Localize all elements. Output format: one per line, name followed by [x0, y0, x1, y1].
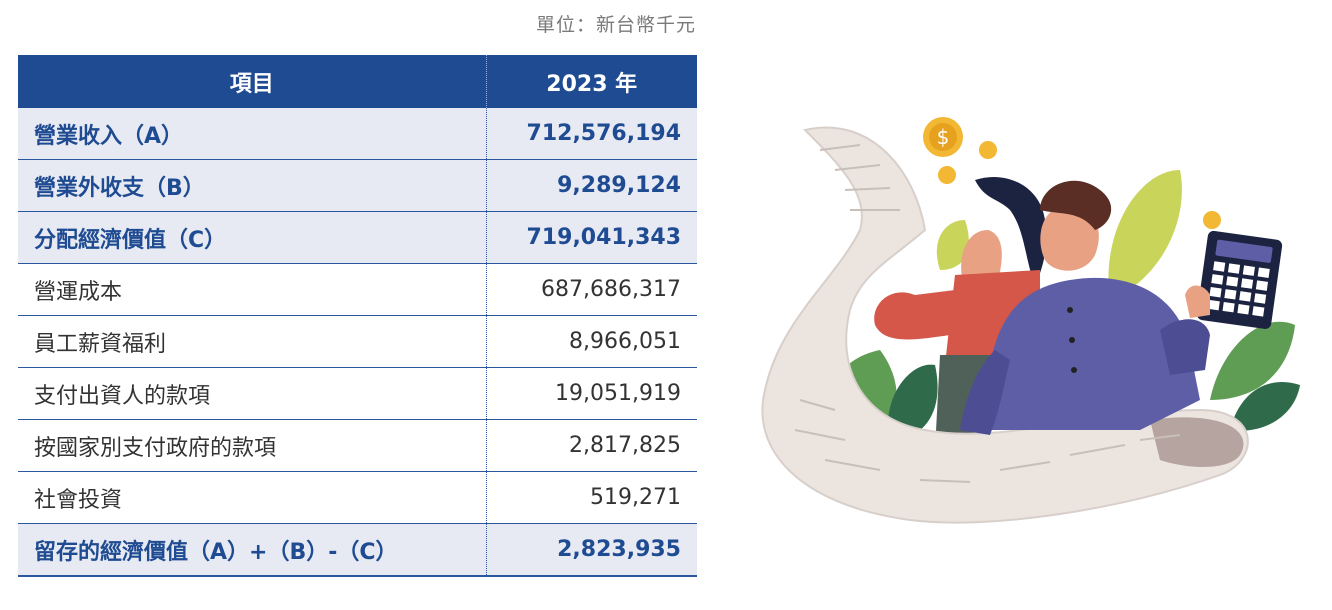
- row-value: 712,576,194: [485, 108, 697, 160]
- leaf-right-green: [1210, 321, 1295, 400]
- row-value: 19,051,919: [485, 367, 697, 420]
- row-value: 719,041,343: [485, 211, 697, 264]
- table-row: 分配經濟價值（C） 719,041,343: [18, 211, 697, 264]
- leaf-left-dark: [888, 364, 938, 440]
- row-item-label: 營運成本: [18, 263, 486, 316]
- row-value: 519,271: [485, 471, 697, 524]
- economic-value-table: 項目 2023 年 營業收入（A） 712,576,194 營業外收支（B） 9…: [18, 55, 697, 577]
- receipt-lines: [794, 144, 1181, 483]
- coin-icon: [979, 141, 997, 159]
- coin-icon: [938, 166, 956, 184]
- row-item-label: 營業收入（A）: [18, 108, 486, 160]
- row-value: 9,289,124: [485, 159, 697, 212]
- row-value: 8,966,051: [485, 315, 697, 368]
- row-item-label: 社會投資: [18, 471, 486, 524]
- leaf-yellow-back: [1108, 170, 1182, 300]
- table-row: 營業收入（A） 712,576,194: [18, 108, 697, 160]
- table-row: 按國家別支付政府的款項 2,817,825: [18, 419, 697, 472]
- unit-label: 單位：新台幣千元: [535, 14, 696, 36]
- row-value: 687,686,317: [485, 263, 697, 316]
- calculator-icon: [1185, 230, 1283, 329]
- row-value: 2,817,825: [485, 419, 697, 472]
- row-value: 2,823,935: [485, 523, 697, 577]
- receipt-shadow: [1150, 417, 1244, 467]
- leaf-yellow-mid: [936, 220, 969, 270]
- column-header-year: 2023 年: [486, 55, 697, 108]
- column-header-item: 項目: [18, 55, 487, 108]
- finance-illustration: $: [761, 117, 1300, 524]
- row-item-label: 分配經濟價值（C）: [18, 211, 486, 264]
- row-item-label: 營業外收支（B）: [18, 159, 486, 212]
- row-item-label: 支付出資人的款項: [18, 367, 486, 420]
- table-row: 營業外收支（B） 9,289,124: [18, 159, 697, 212]
- table-row: 員工薪資福利 8,966,051: [18, 315, 697, 368]
- table-row: 社會投資 519,271: [18, 471, 697, 524]
- table-row: 支付出資人的款項 19,051,919: [18, 367, 697, 420]
- table-header-row: 項目 2023 年: [18, 55, 697, 108]
- man-figure: [960, 180, 1210, 435]
- table-row: 營運成本 687,686,317: [18, 263, 697, 316]
- table-row: 留存的經濟價值（A）+（B）-（C） 2,823,935: [18, 523, 697, 577]
- coin-dollar-icon: $: [923, 117, 963, 157]
- leaf-right-dark: [1230, 382, 1300, 431]
- svg-text:$: $: [937, 125, 950, 149]
- coin-icon: [1203, 211, 1221, 229]
- row-item-label: 按國家別支付政府的款項: [18, 419, 486, 472]
- row-item-label: 留存的經濟價值（A）+（B）-（C）: [18, 523, 486, 577]
- row-item-label: 員工薪資福利: [18, 315, 486, 368]
